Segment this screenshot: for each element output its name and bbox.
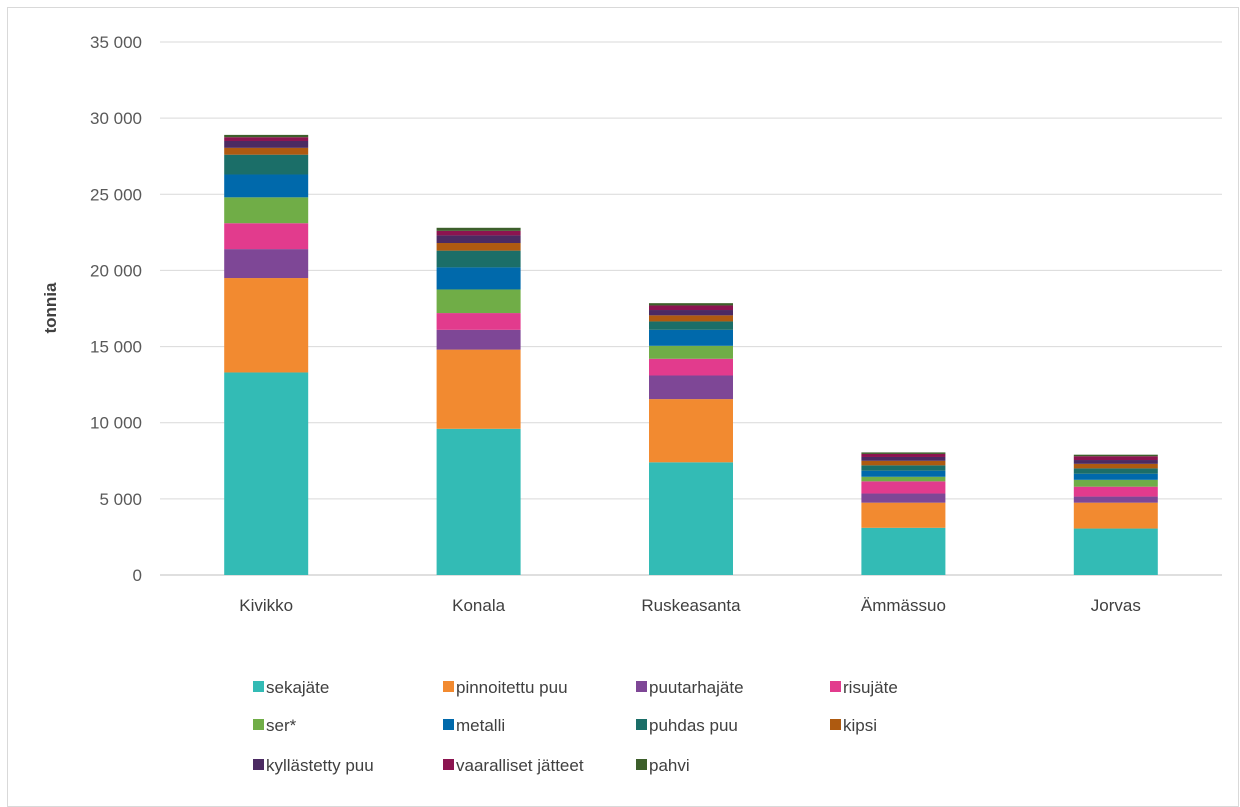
y-axis-tick-labels: 0 5 000 10 000 15 000 20 000 25 000 30 000 35 0…: [90, 33, 142, 585]
legend-swatch: [443, 681, 454, 692]
x-category-label: Ruskeasanta: [641, 596, 741, 615]
x-category-label: Jorvas: [1091, 596, 1141, 615]
bar-segment: [436, 329, 521, 350]
bar-segment: [436, 250, 521, 268]
bar-segment: [1073, 496, 1158, 503]
bar-segment: [861, 453, 946, 457]
y-tick-label: 10 000: [90, 414, 142, 433]
bar-segment: [1073, 454, 1158, 457]
bar-segment: [649, 375, 733, 400]
bar-segment: [649, 399, 733, 463]
legend-swatch: [443, 719, 454, 730]
bar-segment: [649, 462, 733, 575]
bar-segment: [1073, 528, 1158, 575]
legend-entry: puhdas puu: [649, 716, 738, 735]
bar-segment: [1073, 479, 1158, 487]
bar-segment: [436, 349, 521, 429]
legend-entry: pinnoitettu puu: [456, 678, 568, 697]
legend-entry: vaaralliset jätteet: [456, 756, 584, 775]
bar-segment: [436, 289, 521, 314]
legend-swatch: [636, 681, 647, 692]
bar-segment: [436, 230, 521, 236]
legend-entry: kyllästetty puu: [266, 756, 374, 775]
bar-segment: [224, 154, 309, 175]
bar-segment: [224, 147, 309, 155]
bar-segment: [224, 140, 309, 148]
legend-entry: puutarhajäte: [649, 678, 744, 697]
bar-segment: [861, 481, 946, 494]
x-axis-category-labels: Kivikko Konala Ruskeasanta Ämmässuo Jorvas: [239, 596, 1141, 615]
bar-segment: [224, 249, 309, 279]
y-tick-label: 5 000: [99, 490, 142, 509]
y-tick-label: 25 000: [90, 185, 142, 204]
legend: sekajäte pinnoitettu puu puutarhajäte risuj…: [253, 678, 898, 775]
x-category-label: Konala: [452, 596, 505, 615]
legend-swatch: [253, 759, 264, 770]
bars: [224, 134, 1158, 575]
legend-swatch: [636, 719, 647, 730]
legend-entry: metalli: [456, 716, 505, 735]
bar-segment: [436, 313, 521, 330]
bar-segment: [861, 470, 946, 477]
bar-segment: [1073, 460, 1158, 464]
gridlines: [160, 41, 1222, 576]
bar-segment: [224, 174, 309, 198]
y-tick-label: 35 000: [90, 33, 142, 52]
bar-segment: [224, 372, 309, 575]
x-category-label: Kivikko: [239, 596, 293, 615]
bar-segment: [649, 329, 733, 346]
y-tick-label: 20 000: [90, 261, 142, 280]
y-axis-title: tonnia: [41, 282, 60, 334]
bar-segment: [1073, 486, 1158, 497]
bar-segment: [861, 527, 946, 575]
bar-segment: [436, 267, 521, 290]
bar-segment: [224, 278, 309, 373]
bar-segment: [1073, 473, 1158, 480]
legend-entry: sekajäte: [266, 678, 329, 697]
bar-segment: [436, 243, 521, 251]
bar-segment: [649, 315, 733, 322]
bar-segment: [224, 197, 309, 224]
legend-swatch: [253, 681, 264, 692]
bar-segment: [649, 305, 733, 311]
bar-segment: [649, 345, 733, 359]
bar-segment: [861, 452, 946, 454]
y-tick-label: 30 000: [90, 109, 142, 128]
legend-entry: kipsi: [843, 716, 877, 735]
legend-entry: pahvi: [649, 756, 690, 775]
bar-segment: [224, 134, 309, 138]
bar-segment: [1073, 463, 1158, 469]
y-tick-label: 0: [133, 566, 142, 585]
legend-swatch: [830, 681, 841, 692]
legend-swatch: [830, 719, 841, 730]
bar-segment: [649, 303, 733, 306]
legend-swatch: [636, 759, 647, 770]
bar-segment: [861, 493, 946, 503]
bar-segment: [1073, 468, 1158, 474]
bar-segment: [436, 235, 521, 244]
bar-segment: [436, 227, 521, 231]
bar-segment: [224, 137, 309, 141]
bar-segment: [861, 502, 946, 528]
bar-segment: [861, 456, 946, 461]
bar-segment: [861, 476, 946, 482]
bar-segment: [1073, 502, 1158, 529]
bar-segment: [861, 460, 946, 466]
bar-segment: [649, 321, 733, 330]
y-tick-label: 15 000: [90, 338, 142, 357]
legend-entry: ser*: [266, 716, 297, 735]
legend-swatch: [253, 719, 264, 730]
legend-swatch: [443, 759, 454, 770]
bar-segment: [649, 358, 733, 376]
bar-segment: [224, 223, 309, 250]
legend-entry: risujäte: [843, 678, 898, 697]
bar-segment: [861, 465, 946, 471]
bar-segment: [1073, 456, 1158, 461]
bar-segment: [436, 428, 521, 575]
bar-segment: [649, 310, 733, 316]
x-category-label: Ämmässuo: [861, 596, 946, 615]
